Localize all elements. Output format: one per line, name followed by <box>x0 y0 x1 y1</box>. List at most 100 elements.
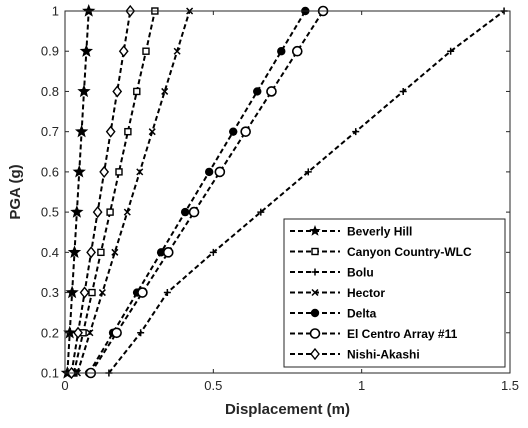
data-point-1-6 <box>124 127 132 136</box>
data-point-6-1 <box>73 326 83 339</box>
data-point-0-4 <box>70 205 84 218</box>
data-point-2-5 <box>304 168 312 176</box>
data-point-0-9 <box>82 4 96 17</box>
data-point-0-5 <box>72 164 86 178</box>
data-point-4-7 <box>253 87 262 96</box>
legend-label-5: El Centro Array #11 <box>347 327 458 341</box>
data-point-4-3 <box>156 248 166 257</box>
data-point-2-6 <box>352 128 360 136</box>
data-point-5-6 <box>240 126 251 137</box>
data-point-3-8 <box>173 47 181 55</box>
x-tick-label-3: 1.5 <box>501 378 519 393</box>
legend-item-2: Bolu <box>290 266 374 280</box>
y-tick-label-0: 0.1 <box>41 366 59 381</box>
legend: Beverly Hill Canyon Country-WLC Bolu Hector… <box>283 218 506 368</box>
legend-box <box>283 218 506 368</box>
data-point-4-4 <box>180 207 190 217</box>
data-point-0-3 <box>67 245 82 258</box>
data-point-2-3 <box>209 248 217 256</box>
y-tick-label-7: 0.8 <box>41 84 59 99</box>
legend-marker-0 <box>309 225 321 236</box>
legend-item-5: El Centro Array #11 <box>290 327 458 341</box>
data-point-5-2 <box>137 287 148 298</box>
data-point-1-4 <box>106 208 114 216</box>
data-point-3-7 <box>161 87 169 95</box>
series-line-0 <box>66 10 90 374</box>
data-point-2-8 <box>447 47 455 55</box>
data-point-5-8 <box>291 45 303 57</box>
legend-marker-6 <box>310 347 320 361</box>
data-point-2-7 <box>399 87 407 95</box>
legend-marker-5 <box>309 328 321 339</box>
data-point-3-1 <box>86 329 94 337</box>
y-tick-label-1: 0.2 <box>41 325 59 340</box>
data-point-1-2 <box>88 288 96 297</box>
data-point-1-5 <box>115 168 123 176</box>
data-point-5-4 <box>188 206 200 218</box>
data-point-6-4 <box>92 205 103 219</box>
plot-frame <box>64 10 511 374</box>
series-line-1 <box>72 10 156 374</box>
data-point-1-8 <box>142 47 150 55</box>
data-point-3-6 <box>148 128 156 136</box>
y-axis-label: PGA (g) <box>7 164 24 219</box>
data-point-5-3 <box>162 247 174 258</box>
x-tick-label-2: 1 <box>358 378 365 393</box>
legend-item-1: Canyon Country-WLC <box>290 245 472 259</box>
data-point-3-4 <box>123 208 131 216</box>
legend-label-4: Delta <box>347 307 377 321</box>
y-tick-label-5: 0.6 <box>41 164 59 179</box>
y-tick-label-2: 0.3 <box>41 285 59 300</box>
data-point-5-1 <box>111 327 122 339</box>
data-point-6-7 <box>112 85 123 98</box>
ticks-layer: 0 0.5 1 1.5 0.1 0.2 0.3 0.4 0.5 0.6 0.7 0.8 0.9 1 <box>41 4 519 394</box>
data-point-4-5 <box>204 167 214 177</box>
legend-marker-4 <box>310 308 320 318</box>
series-line-2 <box>108 10 505 374</box>
data-point-0-8 <box>79 44 94 57</box>
legend-item-4: Delta <box>290 307 377 321</box>
data-point-6-2 <box>79 286 90 299</box>
data-point-5-7 <box>266 86 277 97</box>
data-point-6-6 <box>105 125 116 138</box>
y-tick-label-3: 0.4 <box>41 245 59 260</box>
series-6 <box>66 4 136 380</box>
data-point-3-3 <box>111 248 119 256</box>
data-point-6-3 <box>86 246 97 259</box>
legend-marker-3 <box>311 288 319 297</box>
data-point-2-1 <box>137 329 145 337</box>
data-point-6-5 <box>99 165 110 179</box>
data-point-4-6 <box>229 127 238 136</box>
y-tick-label-8: 0.9 <box>41 44 59 59</box>
legend-item-6: Nishi-Akashi <box>290 348 420 362</box>
series-line-3 <box>76 10 191 374</box>
data-point-0-2 <box>65 285 79 299</box>
x-axis-label: Displacement (m) <box>225 401 350 418</box>
data-point-1-7 <box>133 87 141 96</box>
data-point-2-4 <box>257 208 265 216</box>
data-point-2-2 <box>163 289 171 297</box>
data-point-5-5 <box>214 166 226 178</box>
legend-label-2: Bolu <box>347 266 374 280</box>
y-tick-label-9: 1 <box>52 4 59 19</box>
legend-label-0: Beverly Hill <box>347 225 412 239</box>
data-point-1-3 <box>97 248 105 257</box>
legend-label-1: Canyon Country-WLC <box>347 245 472 259</box>
y-tick-label-6: 0.7 <box>41 124 59 139</box>
x-tick-label-1: 0.5 <box>204 378 222 393</box>
y-tick-label-4: 0.5 <box>41 205 59 220</box>
data-point-6-8 <box>118 45 129 58</box>
legend-label-3: Hector <box>347 286 385 300</box>
legend-label-6: Nishi-Akashi <box>347 348 420 362</box>
legend-marker-1 <box>311 247 319 256</box>
series-0 <box>60 4 96 379</box>
data-point-0-7 <box>77 84 91 98</box>
data-point-3-2 <box>98 289 106 297</box>
legend-item-0: Beverly Hill <box>290 225 412 239</box>
legend-marker-2 <box>311 268 319 276</box>
data-point-4-8 <box>277 47 286 56</box>
series-line-4 <box>88 10 307 374</box>
data-point-3-5 <box>136 168 144 176</box>
x-tick-label-0: 0 <box>61 378 68 393</box>
